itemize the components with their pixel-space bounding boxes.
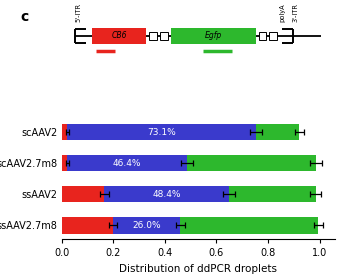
Text: 5'-ITR: 5'-ITR	[75, 3, 81, 22]
Bar	[160, 32, 168, 40]
Bar	[62, 186, 104, 202]
Text: 73.1%: 73.1%	[147, 128, 176, 136]
Bar	[67, 155, 187, 171]
Bar	[180, 217, 318, 234]
Bar	[62, 217, 113, 234]
Text: 26.0%: 26.0%	[132, 221, 161, 230]
Text: 46.4%: 46.4%	[113, 159, 141, 168]
Text: c: c	[21, 10, 29, 24]
Bar	[171, 28, 256, 44]
Text: 48.4%: 48.4%	[153, 190, 181, 199]
Bar	[149, 32, 157, 40]
Bar	[104, 186, 229, 202]
Bar	[113, 217, 180, 234]
Bar	[256, 124, 299, 140]
Bar	[187, 155, 316, 171]
Text: Egfp: Egfp	[205, 31, 222, 41]
Text: polyA: polyA	[280, 4, 286, 22]
Bar	[229, 186, 316, 202]
Bar	[269, 32, 277, 40]
Bar	[67, 124, 256, 140]
Text: 3'-ITR: 3'-ITR	[293, 3, 299, 22]
Bar	[62, 155, 67, 171]
Bar	[92, 28, 146, 44]
Text: CB6: CB6	[111, 31, 127, 41]
X-axis label: Distribution of ddPCR droplets: Distribution of ddPCR droplets	[119, 264, 277, 274]
Bar	[62, 124, 67, 140]
Bar	[259, 32, 266, 40]
